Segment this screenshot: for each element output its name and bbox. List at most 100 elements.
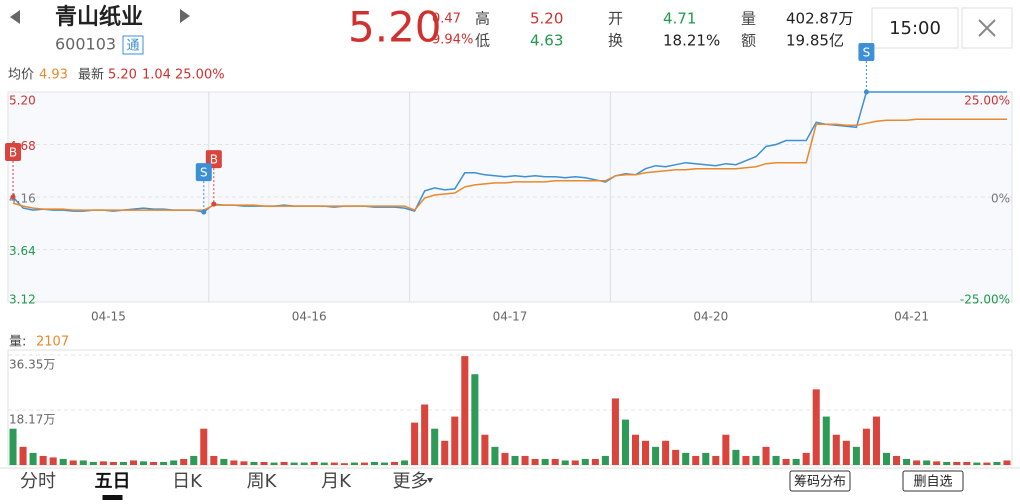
volume-bar bbox=[300, 462, 308, 465]
change-pct: 9.94% bbox=[432, 33, 473, 48]
volume-bar bbox=[672, 449, 680, 465]
volume-bar bbox=[923, 460, 931, 465]
volume-bar bbox=[642, 440, 650, 465]
stat-label: 高 bbox=[475, 10, 490, 28]
volume-bar bbox=[401, 460, 409, 465]
stat-value: 19.85亿 bbox=[786, 32, 844, 50]
volume-bar bbox=[993, 461, 1001, 465]
volume-bar bbox=[240, 461, 248, 465]
latest: 5.20 bbox=[108, 68, 137, 83]
tag: 通 bbox=[126, 39, 139, 54]
volume-bar bbox=[431, 428, 439, 465]
tab[interactable]: 五日 bbox=[95, 471, 131, 492]
marker-dot bbox=[10, 194, 16, 200]
volume-bar bbox=[802, 452, 810, 465]
x-tick-label: 04-16 bbox=[292, 310, 327, 324]
volume-bar bbox=[591, 458, 599, 465]
volume-bar bbox=[551, 458, 559, 465]
volume-bar bbox=[140, 461, 148, 465]
tag-box bbox=[122, 35, 144, 55]
x-tick-label: 04-15 bbox=[91, 310, 126, 324]
volume-bar bbox=[59, 458, 67, 465]
stat-value: 4.71 bbox=[663, 10, 696, 28]
volume-bar bbox=[762, 446, 770, 465]
x-tick-label: 04-20 bbox=[693, 310, 728, 324]
y2-tick-label: 0% bbox=[991, 192, 1010, 206]
volume-bar bbox=[963, 461, 971, 465]
volume-bar bbox=[712, 455, 720, 465]
marker-label: B bbox=[210, 153, 218, 167]
volume-bar bbox=[792, 458, 800, 465]
stat-label: 换 bbox=[608, 32, 623, 50]
tab[interactable]: 周K bbox=[247, 471, 278, 492]
marker-label: B bbox=[9, 146, 17, 160]
latest-label: 最新 bbox=[78, 67, 104, 83]
next-arrow[interactable] bbox=[180, 9, 190, 23]
avg: 4.93 bbox=[39, 68, 68, 83]
volume-bar bbox=[852, 446, 860, 465]
tab[interactable]: 月K bbox=[321, 471, 352, 492]
y2-tick-label: 25.00% bbox=[964, 94, 1010, 108]
x-tick-label: 04-21 bbox=[894, 310, 929, 324]
time-box[interactable] bbox=[871, 7, 959, 49]
volume-bar bbox=[913, 460, 921, 465]
stat-value: 5.20 bbox=[530, 10, 563, 28]
stat-label: 开 bbox=[608, 10, 623, 28]
volume-bar bbox=[541, 458, 549, 465]
volume-bar bbox=[842, 440, 850, 465]
volume-bar bbox=[119, 461, 127, 465]
volume-bar bbox=[461, 356, 469, 465]
volume-bar bbox=[471, 374, 479, 465]
y-tick-label: 18.17万 bbox=[9, 413, 55, 427]
volume-bar bbox=[210, 455, 218, 465]
volume-bg bbox=[7, 349, 1013, 466]
volume-bar bbox=[822, 416, 830, 465]
volume-bar bbox=[109, 461, 117, 465]
volume-bar bbox=[692, 455, 700, 465]
close-box[interactable] bbox=[961, 7, 1013, 49]
volume-bar bbox=[752, 455, 760, 465]
volume-bar bbox=[230, 460, 238, 465]
stat-label: 量 bbox=[741, 10, 756, 28]
volume-bar bbox=[380, 462, 389, 465]
marker-box bbox=[858, 43, 875, 61]
volume-bar bbox=[69, 460, 77, 465]
volume-bar bbox=[340, 463, 348, 465]
button[interactable]: 删自选 bbox=[913, 475, 952, 490]
volume-bar bbox=[260, 461, 268, 465]
tab[interactable]: 分时 bbox=[20, 471, 56, 492]
volume-bar bbox=[531, 458, 539, 465]
volume-bar bbox=[782, 458, 790, 465]
button-box[interactable] bbox=[789, 470, 851, 492]
y-tick-label: 36.35万 bbox=[9, 358, 55, 372]
volume-bar bbox=[411, 422, 419, 465]
volume-bar bbox=[350, 462, 358, 465]
volume-bar bbox=[129, 460, 138, 465]
button-box[interactable] bbox=[902, 470, 964, 492]
volume-bar bbox=[491, 446, 499, 465]
tab[interactable]: 日K bbox=[172, 471, 203, 492]
y-tick-label: 5.20 bbox=[9, 94, 36, 108]
price-line bbox=[12, 118, 1007, 211]
volume-bar bbox=[310, 461, 318, 465]
volume-bar bbox=[180, 458, 188, 465]
volume-bar bbox=[943, 461, 951, 465]
volume-bar bbox=[220, 458, 228, 465]
volume-bar bbox=[190, 455, 198, 465]
volume-label: 量: bbox=[9, 335, 26, 350]
volume-bar bbox=[79, 460, 87, 465]
volume-bar bbox=[49, 457, 57, 465]
y-tick-label: 4.16 bbox=[9, 192, 36, 206]
prev-arrow[interactable] bbox=[10, 10, 20, 24]
button[interactable]: 筹码分布 bbox=[794, 474, 846, 490]
stock-name: 青山纸业 bbox=[55, 4, 143, 30]
volume-bar bbox=[631, 434, 640, 465]
volume-bar bbox=[481, 434, 489, 465]
tab[interactable]: 更多 bbox=[393, 471, 429, 492]
avg-label: 均价 bbox=[8, 68, 34, 83]
marker-dot bbox=[211, 201, 217, 207]
volume-bar bbox=[742, 455, 750, 465]
volume-bar bbox=[702, 452, 710, 465]
y-tick-label: 3.64 bbox=[9, 244, 36, 258]
